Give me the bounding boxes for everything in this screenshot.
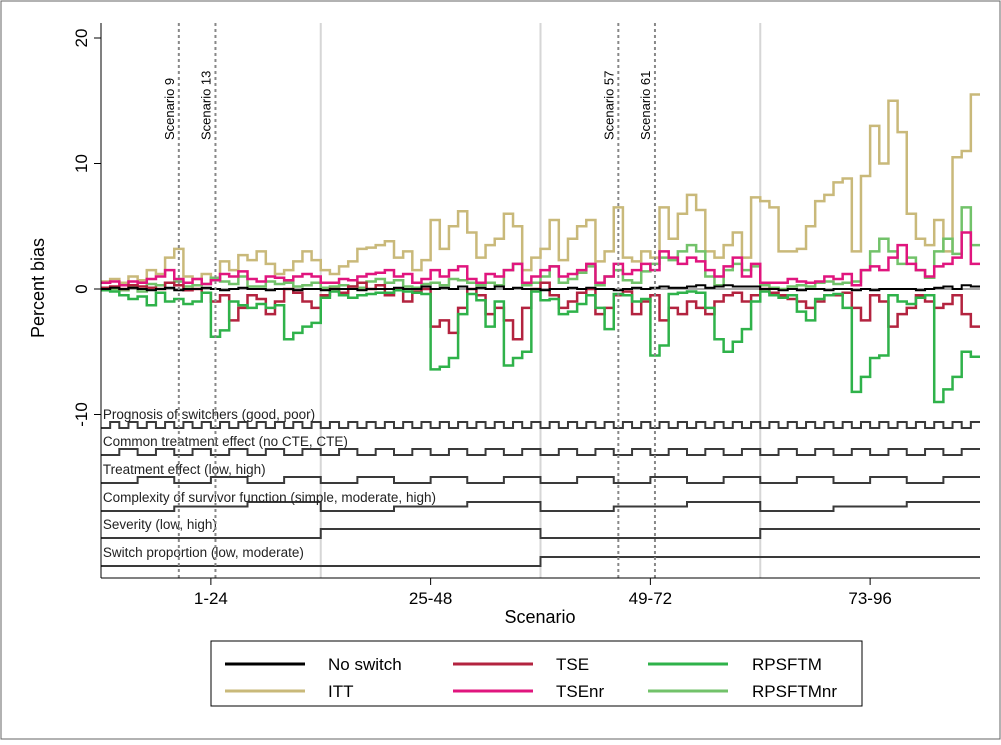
factor-line-6 — [101, 556, 980, 567]
x-tick-label-1: 1-24 — [194, 589, 228, 608]
y-tick-label-2: 0 — [72, 284, 91, 293]
nested-factor-panel: Prognosis of switchers (good, poor) Commo… — [101, 407, 980, 567]
legend-label-tsenr: TSEnr — [556, 682, 605, 701]
x-tick-label-3: 49-72 — [629, 589, 672, 608]
factor-line-2 — [101, 448, 980, 456]
y-axis-title: Percent bias — [28, 238, 48, 338]
factor-label-2: Common treatment effect (no CTE, CTE) — [103, 434, 348, 449]
legend-label-no-switch: No switch — [328, 655, 402, 674]
factor-line-4 — [101, 501, 980, 512]
series-line-no-switch — [101, 284, 980, 292]
legend-label-rpsftm: RPSFTM — [752, 655, 822, 674]
factor-line-3 — [101, 476, 980, 484]
series-line-itt — [101, 93, 980, 284]
factor-label-5: Severity (low, high) — [103, 517, 217, 532]
scenario-markers: Scenario 9 Scenario 13 Scenario 57 Scenario… — [162, 23, 656, 578]
factor-label-1: Prognosis of switchers (good, poor) — [103, 407, 315, 422]
x-tick-label-2: 25-48 — [409, 589, 452, 608]
factor-line-5 — [101, 528, 980, 539]
legend-label-tse: TSE — [556, 655, 589, 674]
factor-line-1 — [101, 421, 980, 429]
x-tick-label-4: 73-96 — [848, 589, 891, 608]
axes: -10 0 10 20 1-24 25-48 49-72 73-96 — [72, 23, 980, 608]
x-axis-title: Scenario — [504, 607, 575, 627]
legend-label-rpsftmnr: RPSFTMnr — [752, 682, 837, 701]
factor-label-3: Treatment effect (low, high) — [103, 462, 266, 477]
scenario-marker-label-2: Scenario 13 — [198, 71, 213, 140]
legend-box — [210, 640, 863, 707]
y-tick-label-3: 10 — [72, 154, 91, 173]
factor-label-4: Complexity of survivor function (simple,… — [103, 490, 436, 505]
scenario-marker-label-4: Scenario 61 — [638, 71, 653, 140]
legend-label-itt: ITT — [328, 682, 354, 701]
series-line-tsenr — [101, 231, 980, 287]
legend: No switch TSE RPSFTM ITT TSEnr RPSFTMnr — [210, 640, 863, 707]
factor-label-6: Switch proportion (low, moderate) — [103, 545, 304, 560]
series-lines — [101, 93, 980, 404]
y-tick-label-1: -10 — [72, 402, 91, 427]
series-line-rpsftm — [101, 289, 980, 404]
scenario-marker-label-1: Scenario 9 — [162, 78, 177, 140]
y-tick-label-4: 20 — [72, 29, 91, 48]
scenario-marker-label-3: Scenario 57 — [601, 71, 616, 140]
